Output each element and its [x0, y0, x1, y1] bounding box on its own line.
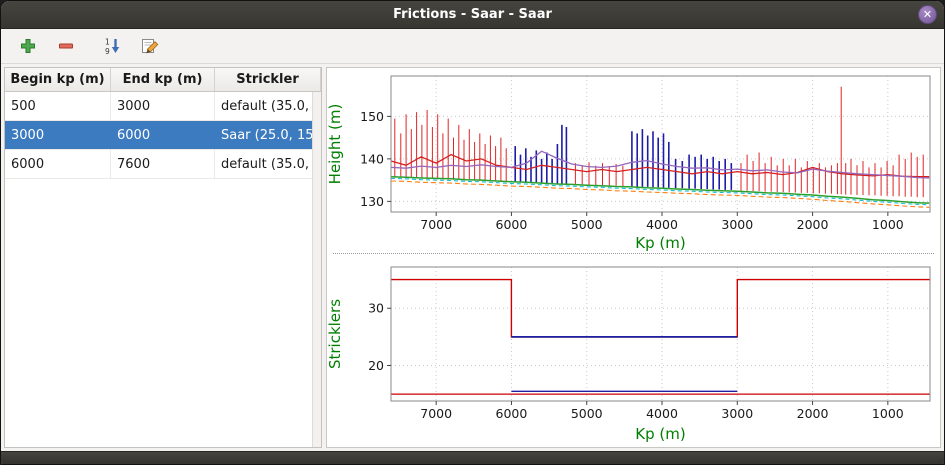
cell-strickler: Saar (25.0, 15.0) — [215, 121, 321, 149]
height-profile-chart: 7000 6000 5000 4000 3000 2000 1000 130 140 150 Kp … — [327, 68, 940, 256]
titlebar[interactable]: Frictions - Saar - Saar ✕ — [1, 1, 944, 29]
charts-panel: 7000 6000 5000 4000 3000 2000 1000 130 140 150 Kp … — [326, 67, 941, 448]
table-row[interactable]: 3000 6000 Saar (25.0, 15.0) — [5, 121, 321, 150]
svg-text:140: 140 — [360, 151, 384, 166]
sort-ascending-icon: 1 9 — [105, 38, 120, 56]
cell-begin-kp: 6000 — [5, 150, 111, 178]
edit-pencil-icon — [142, 39, 159, 54]
table-row[interactable]: 500 3000 default (35.0, … — [5, 92, 321, 121]
close-icon: ✕ — [922, 8, 933, 21]
cell-begin-kp: 500 — [5, 92, 111, 120]
svg-text:7000: 7000 — [420, 406, 452, 421]
svg-text:Kp (m): Kp (m) — [635, 234, 685, 252]
svg-text:20: 20 — [368, 358, 384, 373]
svg-text:2000: 2000 — [797, 406, 829, 421]
sort-button[interactable]: 1 9 — [99, 33, 125, 59]
svg-text:3000: 3000 — [721, 217, 753, 232]
cell-strickler: default (35.0, … — [215, 150, 321, 178]
main-content: Begin kp (m) End kp (m) Strickler 500 30… — [1, 64, 944, 451]
cell-end-kp: 6000 — [111, 121, 215, 149]
svg-text:1: 1 — [105, 38, 110, 47]
stricklers-plot: 7000 6000 5000 4000 3000 2000 1000 20 30 Kp (m) St… — [327, 266, 931, 443]
svg-text:2000: 2000 — [797, 217, 829, 232]
svg-text:130: 130 — [360, 194, 384, 209]
close-button[interactable]: ✕ — [918, 5, 937, 24]
svg-text:Stricklers: Stricklers — [327, 299, 344, 369]
toolbar: 1 9 — [1, 29, 944, 64]
svg-text:4000: 4000 — [646, 217, 678, 232]
svg-text:Height (m): Height (m) — [327, 104, 344, 185]
cell-begin-kp: 3000 — [5, 121, 111, 149]
svg-text:5000: 5000 — [571, 406, 603, 421]
stricklers-chart: 7000 6000 5000 4000 3000 2000 1000 20 30 Kp (m) St… — [327, 257, 940, 447]
frictions-table: Begin kp (m) End kp (m) Strickler 500 30… — [4, 67, 322, 448]
svg-text:3000: 3000 — [721, 406, 753, 421]
table-header-row: Begin kp (m) End kp (m) Strickler — [5, 68, 321, 92]
cell-end-kp: 3000 — [111, 92, 215, 120]
svg-text:5000: 5000 — [571, 217, 603, 232]
svg-text:1000: 1000 — [872, 217, 904, 232]
remove-minus-icon — [59, 43, 73, 49]
svg-text:4000: 4000 — [646, 406, 678, 421]
svg-text:6000: 6000 — [496, 217, 528, 232]
remove-friction-button[interactable] — [53, 33, 79, 59]
svg-text:150: 150 — [360, 109, 384, 124]
svg-text:Kp (m): Kp (m) — [635, 425, 685, 443]
cell-end-kp: 7600 — [111, 150, 215, 178]
svg-text:30: 30 — [368, 301, 384, 316]
table-scrollbar[interactable] — [312, 92, 321, 447]
svg-text:9: 9 — [105, 47, 110, 56]
height-profile-plot: 7000 6000 5000 4000 3000 2000 1000 130 140 150 Kp … — [327, 75, 931, 252]
column-header-begin-kp[interactable]: Begin kp (m) — [5, 68, 111, 91]
statusbar — [1, 451, 944, 464]
add-plus-icon — [21, 39, 35, 53]
svg-text:1000: 1000 — [872, 406, 904, 421]
column-header-end-kp[interactable]: End kp (m) — [111, 68, 215, 91]
cell-strickler: default (35.0, … — [215, 92, 321, 120]
table-row[interactable]: 6000 7600 default (35.0, … — [5, 150, 321, 179]
edit-friction-button[interactable] — [137, 33, 163, 59]
window-title: Frictions - Saar - Saar — [393, 7, 552, 22]
svg-text:6000: 6000 — [496, 406, 528, 421]
column-header-strickler[interactable]: Strickler — [215, 68, 321, 91]
add-friction-button[interactable] — [15, 33, 41, 59]
svg-text:7000: 7000 — [420, 217, 452, 232]
chart-splitter[interactable] — [333, 253, 934, 254]
